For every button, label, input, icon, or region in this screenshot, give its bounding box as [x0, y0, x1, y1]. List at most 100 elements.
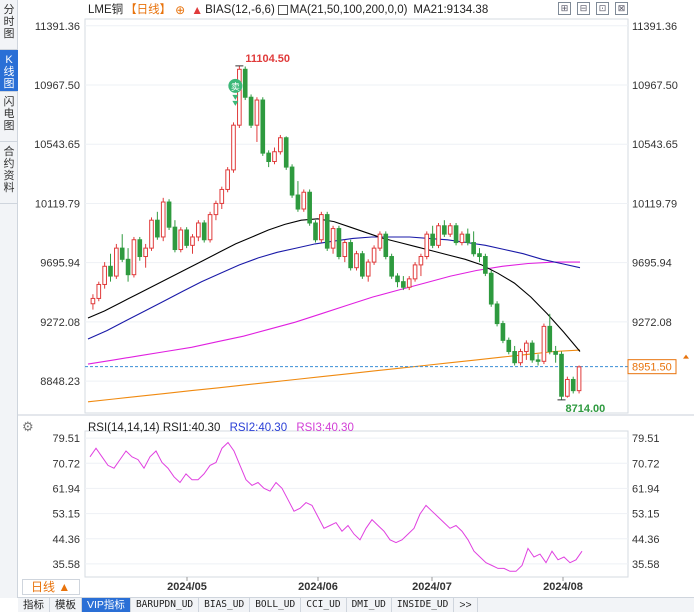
candle-up	[278, 137, 283, 153]
candle-down	[401, 281, 406, 288]
candle-down	[500, 323, 506, 341]
candle-up	[160, 201, 166, 238]
rsi-series	[89, 441, 583, 572]
price-arrow-icon	[683, 354, 689, 359]
rsi-tick-right: 44.36	[632, 534, 660, 546]
tab-indicators[interactable]: 指标	[18, 598, 50, 612]
tab-cci[interactable]: CCI_UD	[301, 598, 347, 612]
candlestick-series	[90, 65, 582, 400]
candle-down	[512, 351, 517, 364]
candle-down	[289, 166, 295, 196]
candle-down	[184, 229, 189, 246]
fullscreen-icon[interactable]: ⊠	[615, 2, 628, 15]
rsi-tick-left: 53.15	[52, 509, 80, 521]
rsi-tick-right: 79.51	[632, 433, 660, 445]
candle-up	[149, 219, 154, 249]
candle-up	[319, 214, 324, 241]
tab-kline[interactable]: K线图	[0, 50, 18, 92]
candle-down	[488, 272, 494, 305]
rsi-tick-left: 79.51	[52, 433, 80, 445]
rsi1-value: RSI1:40.30	[162, 422, 221, 434]
candle-up	[447, 225, 453, 235]
candle-down	[430, 233, 435, 246]
rsi-line	[89, 441, 583, 572]
candle-down	[547, 325, 553, 353]
zoom-out-icon[interactable]: ⊟	[577, 2, 590, 15]
tab-dmi[interactable]: DMI_UD	[347, 598, 392, 612]
candle-up	[576, 366, 582, 392]
candle-down	[108, 265, 113, 277]
sell-marker-label: 卖	[231, 82, 240, 92]
tab-barupdn[interactable]: BARUPDN_UD	[131, 598, 200, 612]
price-tick-left: 9695.94	[40, 258, 80, 270]
rsi-info-bar: RSI(14,14,14) RSI1:40.30 RSI2:40.30 RSI3…	[88, 421, 354, 435]
candle-down	[155, 219, 160, 238]
candle-up	[342, 242, 348, 258]
price-tick-left: 8848.23	[40, 376, 80, 388]
ma21-value: MA21:9134.38	[413, 4, 489, 16]
chart-toolbar: ⊞ ⊟ ⊡ ⊠	[558, 2, 628, 15]
candle-down	[295, 194, 301, 210]
candle-up	[418, 256, 424, 266]
symbol-label: LME铜	[88, 4, 124, 16]
candle-down	[442, 225, 447, 235]
zoom-in-icon[interactable]: ⊞	[558, 2, 571, 15]
tab-intraday[interactable]: 分时图	[0, 0, 18, 50]
side-tab-bar: 分时图 K线图 闪电图 合约资料	[0, 0, 18, 598]
gear-icon[interactable]: ⚙	[22, 419, 34, 434]
candle-up	[254, 99, 260, 126]
bias-label: BIAS(12,-6,6)	[205, 4, 275, 16]
price-tick-left: 10543.65	[34, 139, 80, 151]
price-axis: 11391.36 10967.50 10543.65 10119.79 9695.94 9…	[34, 21, 678, 388]
candle-up	[524, 342, 529, 353]
time-axis: 2024/05 2024/06 2024/07 2024/08	[167, 577, 583, 593]
rsi-axis: 79.51 79.51 70.72 70.72 61.94 61.94 53.15 53.15…	[52, 433, 659, 571]
candle-up	[190, 236, 195, 246]
candle-up	[354, 253, 359, 269]
candle-up	[518, 351, 523, 364]
candle-down	[137, 239, 143, 258]
tab-bias[interactable]: BIAS_UD	[199, 598, 251, 612]
low-price-label: 8714.00	[566, 403, 606, 415]
candle-down	[266, 152, 271, 163]
candle-up	[459, 233, 465, 244]
candle-down	[125, 258, 131, 276]
candle-down	[360, 253, 365, 277]
indicator-info-bar: LME铜 【日线】 ⊕ ▲ BIAS(12,-6,6) MA(21,50,100…	[88, 2, 488, 18]
high-price-label: 11104.50	[245, 53, 290, 65]
settings-circle-icon[interactable]: ⊕	[175, 3, 186, 17]
period-selector[interactable]: 日线 ▲	[22, 579, 80, 595]
tab-vip-indicators[interactable]: VIP指标	[82, 598, 131, 612]
candle-down	[477, 253, 482, 258]
ma50-line	[87, 236, 581, 340]
candle-up	[565, 378, 570, 397]
rsi-panel-frame	[84, 430, 629, 578]
time-label: 2024/07	[412, 581, 452, 593]
price-markers: 11104.50 8714.00 卖 8951.50	[228, 53, 689, 415]
price-tick-right: 10119.79	[632, 198, 677, 210]
tab-boll[interactable]: BOLL_UD	[250, 598, 302, 612]
candle-up	[272, 151, 277, 163]
candle-up	[178, 229, 184, 251]
candle-down	[119, 247, 125, 260]
candle-up	[541, 325, 547, 362]
more-tabs-button[interactable]: >>	[454, 598, 478, 612]
price-tick-left: 11391.36	[35, 21, 80, 33]
tab-lightning[interactable]: 闪电图	[0, 92, 18, 142]
ma-toggle-icon[interactable]	[277, 5, 288, 15]
candle-up	[225, 169, 230, 190]
tab-inside[interactable]: INSIDE_UD	[392, 598, 455, 612]
candle-up	[131, 239, 137, 276]
candle-up	[143, 247, 148, 258]
candle-down	[242, 68, 248, 98]
price-tick-right: 10967.50	[632, 80, 678, 92]
tab-templates[interactable]: 模板	[50, 598, 82, 612]
restore-icon[interactable]: ⊡	[596, 2, 609, 15]
candle-down	[283, 137, 289, 168]
tab-contract-info[interactable]: 合约资料	[0, 142, 18, 204]
candle-up	[365, 261, 371, 277]
candle-down	[553, 351, 558, 355]
rsi-tick-right: 35.58	[632, 559, 660, 571]
